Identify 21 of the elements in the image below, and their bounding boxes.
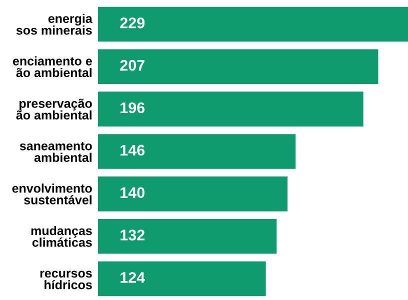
bar xyxy=(98,218,277,254)
y-tick-label: energia sos minerais xyxy=(16,14,92,35)
bar xyxy=(98,6,408,42)
data-label: 207 xyxy=(120,60,144,71)
data-label: 140 xyxy=(120,187,144,198)
y-tick-label: recursos hídricos xyxy=(40,270,92,290)
y-tick-label: saneamento ambiental xyxy=(20,142,92,162)
data-label: 146 xyxy=(120,144,145,156)
bar xyxy=(98,176,288,212)
y-tick-label: enciamento e ão ambiental xyxy=(12,56,92,78)
bar xyxy=(98,49,378,84)
data-label: 124 xyxy=(120,272,146,283)
y-tick-label: mudanças climáticas xyxy=(31,226,92,247)
y-tick-label: envolvimento sustentável xyxy=(12,184,92,204)
bar xyxy=(98,92,364,126)
bar xyxy=(98,134,296,169)
y-tick-label: preservação ão ambiental xyxy=(16,98,92,120)
data-label: 132 xyxy=(120,230,145,240)
data-label: 229 xyxy=(120,17,145,28)
bar xyxy=(98,261,266,296)
data-label: 196 xyxy=(120,102,145,114)
